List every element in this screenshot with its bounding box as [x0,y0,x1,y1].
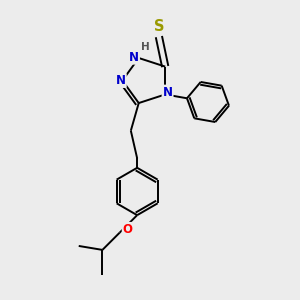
Text: H: H [141,42,149,52]
Text: N: N [129,51,139,64]
Text: N: N [116,74,126,87]
Text: S: S [154,19,165,34]
Text: O: O [123,223,133,236]
Text: N: N [163,85,172,99]
